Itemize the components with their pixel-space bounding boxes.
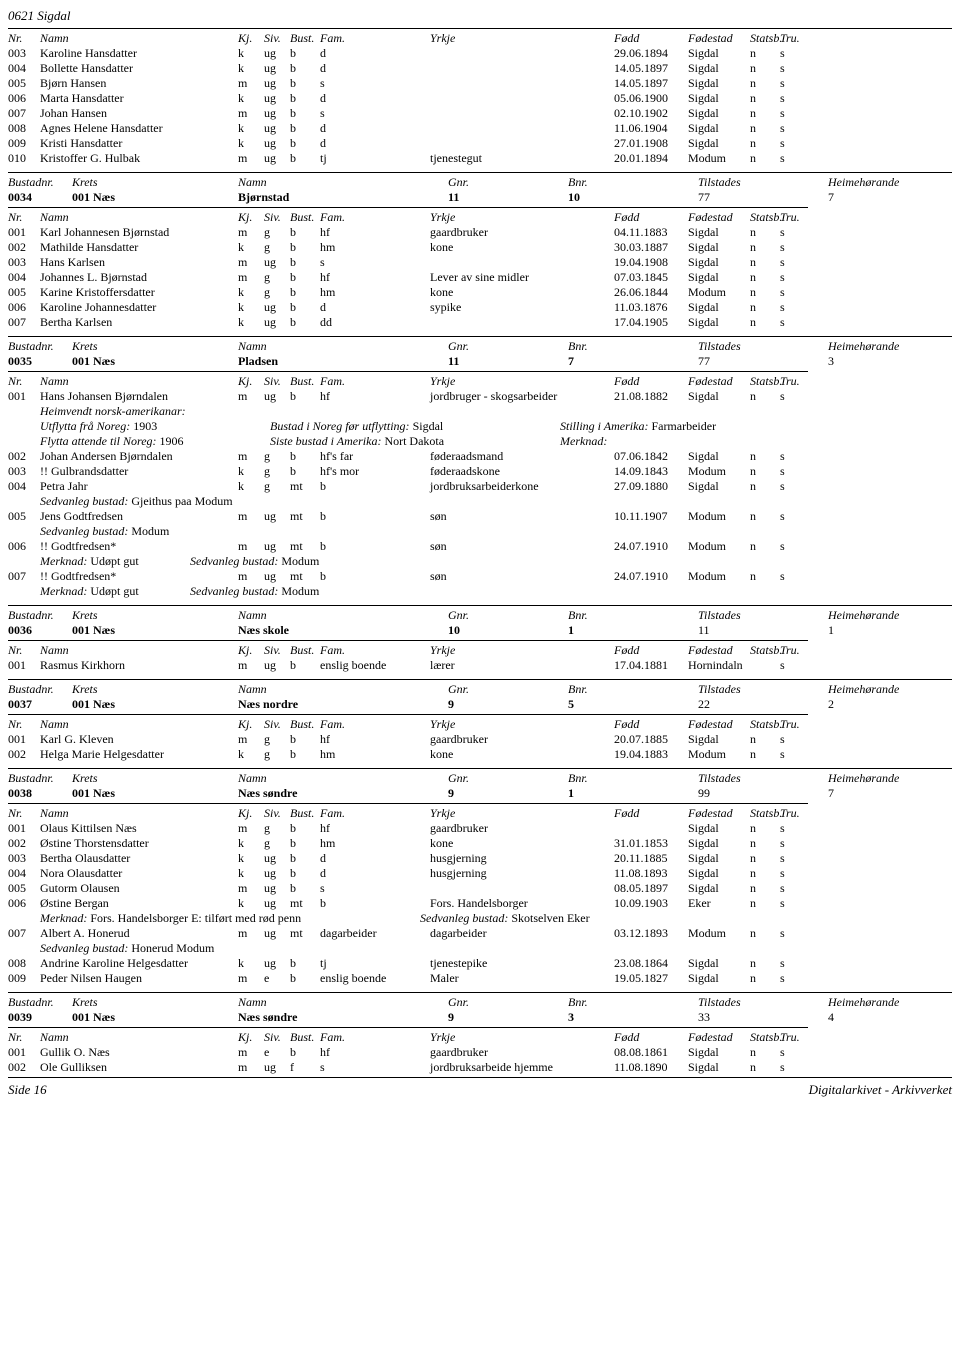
person-row: 004Johannes L. Bjørnstad mgb hfLever av … bbox=[8, 270, 952, 285]
person-row: 003Karoline Hansdatter kugb d 29.06.1894… bbox=[8, 46, 952, 61]
person-row: 001Karl G. Kleven mgb hfgaardbruker 20.0… bbox=[8, 732, 952, 747]
note-row: Flytta attende til Noreg: 1906Siste bust… bbox=[8, 434, 952, 449]
bustad-header-row: Bustadnr.Krets NamnGnr.Bnr. TilstadesHei… bbox=[8, 682, 952, 697]
person-header-row: Nr.Namn Kj.Siv.Bust. Fam.Yrkje FøddFødes… bbox=[8, 374, 952, 389]
person-row: 006!! Godtfredsen* mugmt bsøn 24.07.1910… bbox=[8, 539, 952, 554]
bustad-section: Bustadnr.Krets NamnGnr.Bnr. TilstadesHei… bbox=[8, 605, 952, 673]
person-row: 001Hans Johansen Bjørndalen mugb hfjordb… bbox=[8, 389, 952, 404]
person-header-row: Nr.Namn Kj.Siv.Bust. Fam.Yrkje FøddFødes… bbox=[8, 31, 952, 46]
document-body: Nr.Namn Kj.Siv.Bust. Fam.Yrkje FøddFødes… bbox=[8, 31, 952, 1075]
bustad-data-row: 0034001 Næs Bjørnstad1110 777 bbox=[8, 190, 952, 205]
person-header-row: Nr.Namn Kj.Siv.Bust. Fam.Yrkje FøddFødes… bbox=[8, 210, 952, 225]
person-row: 001Olaus Kittilsen Næs mgb hfgaardbruker… bbox=[8, 821, 952, 836]
person-header-row: Nr.Namn Kj.Siv.Bust. Fam.Yrkje FøddFødes… bbox=[8, 643, 952, 658]
person-row: 004Nora Olausdatter kugb dhusgjerning 11… bbox=[8, 866, 952, 881]
page-footer: Side 16 Digitalarkivet - Arkivverket bbox=[8, 1082, 952, 1098]
bustad-data-row: 0039001 Næs Næs søndre93 334 bbox=[8, 1010, 952, 1025]
person-row: 003!! Gulbrandsdatter kgb hf's morfødera… bbox=[8, 464, 952, 479]
note-row: Sedvanleg bustad: Honerud Modum bbox=[8, 941, 952, 956]
bustad-data-row: 0035001 Næs Pladsen117 773 bbox=[8, 354, 952, 369]
bustad-section: Bustadnr.Krets NamnGnr.Bnr. TilstadesHei… bbox=[8, 768, 952, 986]
person-row: 009Peder Nilsen Haugen meb enslig boende… bbox=[8, 971, 952, 986]
person-row: 002Ole Gulliksen mugf sjordbruksarbeide … bbox=[8, 1060, 952, 1075]
person-row: 006Karoline Johannesdatter kugb dsypike … bbox=[8, 300, 952, 315]
person-row: 002Johan Andersen Bjørndalen mgb hf's fa… bbox=[8, 449, 952, 464]
person-row: 002Østine Thorstensdatter kgb hmkone 31.… bbox=[8, 836, 952, 851]
bustad-data-row: 0036001 Næs Næs skole101 111 bbox=[8, 623, 952, 638]
note-row: Merknad: Udøpt gutSedvanleg bustad: Modu… bbox=[8, 584, 952, 599]
person-row: 006Marta Hansdatter kugb d 05.06.1900Sig… bbox=[8, 91, 952, 106]
note-row: Sedvanleg bustad: Gjeithus paa Modum bbox=[8, 494, 952, 509]
bustad-section: Bustadnr.Krets NamnGnr.Bnr. TilstadesHei… bbox=[8, 172, 952, 330]
bustad-data-row: 0038001 Næs Næs søndre91 997 bbox=[8, 786, 952, 801]
person-row: 007!! Godtfredsen* mugmt bsøn 24.07.1910… bbox=[8, 569, 952, 584]
bustad-section: Bustadnr.Krets NamnGnr.Bnr. TilstadesHei… bbox=[8, 992, 952, 1075]
person-row: 002Helga Marie Helgesdatter kgb hmkone 1… bbox=[8, 747, 952, 762]
person-header-row: Nr.Namn Kj.Siv.Bust. Fam.Yrkje FøddFødes… bbox=[8, 717, 952, 732]
bustad-header-row: Bustadnr.Krets NamnGnr.Bnr. TilstadesHei… bbox=[8, 608, 952, 623]
divider bbox=[8, 1077, 952, 1078]
divider bbox=[8, 28, 952, 29]
note-row: Heimvendt norsk-amerikanar: bbox=[8, 404, 952, 419]
person-row: 001Karl Johannesen Bjørnstad mgb hfgaard… bbox=[8, 225, 952, 240]
person-row: 008Agnes Helene Hansdatter kugb d 11.06.… bbox=[8, 121, 952, 136]
note-row: Merknad: Udøpt gutSedvanleg bustad: Modu… bbox=[8, 554, 952, 569]
person-row: 001Gullik O. Næs meb hfgaardbruker 08.08… bbox=[8, 1045, 952, 1060]
note-row: Utflytta frå Noreg: 1903Bustad i Noreg f… bbox=[8, 419, 952, 434]
person-row: 001Rasmus Kirkhorn mugb enslig boendelær… bbox=[8, 658, 952, 673]
person-header-row: Nr.Namn Kj.Siv.Bust. Fam.Yrkje FøddFødes… bbox=[8, 1030, 952, 1045]
person-row: 007Albert A. Honerud mugmt dagarbeiderda… bbox=[8, 926, 952, 941]
person-header-row: Nr.Namn Kj.Siv.Bust. Fam.Yrkje FøddFødes… bbox=[8, 806, 952, 821]
person-row: 010Kristoffer G. Hulbak mugb tjtjenesteg… bbox=[8, 151, 952, 166]
person-row: 004Petra Jahr kgmt bjordbruksarbeiderkon… bbox=[8, 479, 952, 494]
note-row: Sedvanleg bustad: Modum bbox=[8, 524, 952, 539]
person-row: 005Bjørn Hansen mugb s 14.05.1897Sigdaln… bbox=[8, 76, 952, 91]
footer-right: Digitalarkivet - Arkivverket bbox=[809, 1082, 952, 1098]
person-row: 005Karine Kristoffersdatter kgb hmkone 2… bbox=[8, 285, 952, 300]
bustad-section: Bustadnr.Krets NamnGnr.Bnr. TilstadesHei… bbox=[8, 336, 952, 599]
person-row: 005Jens Godtfredsen mugmt bsøn 10.11.190… bbox=[8, 509, 952, 524]
person-row: 002Mathilde Hansdatter kgb hmkone 30.03.… bbox=[8, 240, 952, 255]
bustad-header-row: Bustadnr.Krets NamnGnr.Bnr. TilstadesHei… bbox=[8, 175, 952, 190]
page-header: 0621 Sigdal bbox=[8, 8, 952, 24]
bustad-data-row: 0037001 Næs Næs nordre95 222 bbox=[8, 697, 952, 712]
person-row: 006Østine Bergan kugmt bFors. Handelsbor… bbox=[8, 896, 952, 911]
footer-left: Side 16 bbox=[8, 1082, 47, 1098]
person-row: 008Andrine Karoline Helgesdatter kugb tj… bbox=[8, 956, 952, 971]
note-row: Merknad: Fors. Handelsborger E: tilført … bbox=[8, 911, 952, 926]
person-row: 003Hans Karlsen mugb s 19.04.1908Sigdaln… bbox=[8, 255, 952, 270]
bustad-header-row: Bustadnr.Krets NamnGnr.Bnr. TilstadesHei… bbox=[8, 771, 952, 786]
bustad-section: Bustadnr.Krets NamnGnr.Bnr. TilstadesHei… bbox=[8, 679, 952, 762]
bustad-header-row: Bustadnr.Krets NamnGnr.Bnr. TilstadesHei… bbox=[8, 995, 952, 1010]
person-row: 004Bollette Hansdatter kugb d 14.05.1897… bbox=[8, 61, 952, 76]
person-row: 007Bertha Karlsen kugb dd 17.04.1905Sigd… bbox=[8, 315, 952, 330]
person-row: 007Johan Hansen mugb s 02.10.1902Sigdaln… bbox=[8, 106, 952, 121]
person-row: 005Gutorm Olausen mugb s 08.05.1897Sigda… bbox=[8, 881, 952, 896]
person-row: 009Kristi Hansdatter kugb d 27.01.1908Si… bbox=[8, 136, 952, 151]
person-row: 003Bertha Olausdatter kugb dhusgjerning … bbox=[8, 851, 952, 866]
bustad-header-row: Bustadnr.Krets NamnGnr.Bnr. TilstadesHei… bbox=[8, 339, 952, 354]
